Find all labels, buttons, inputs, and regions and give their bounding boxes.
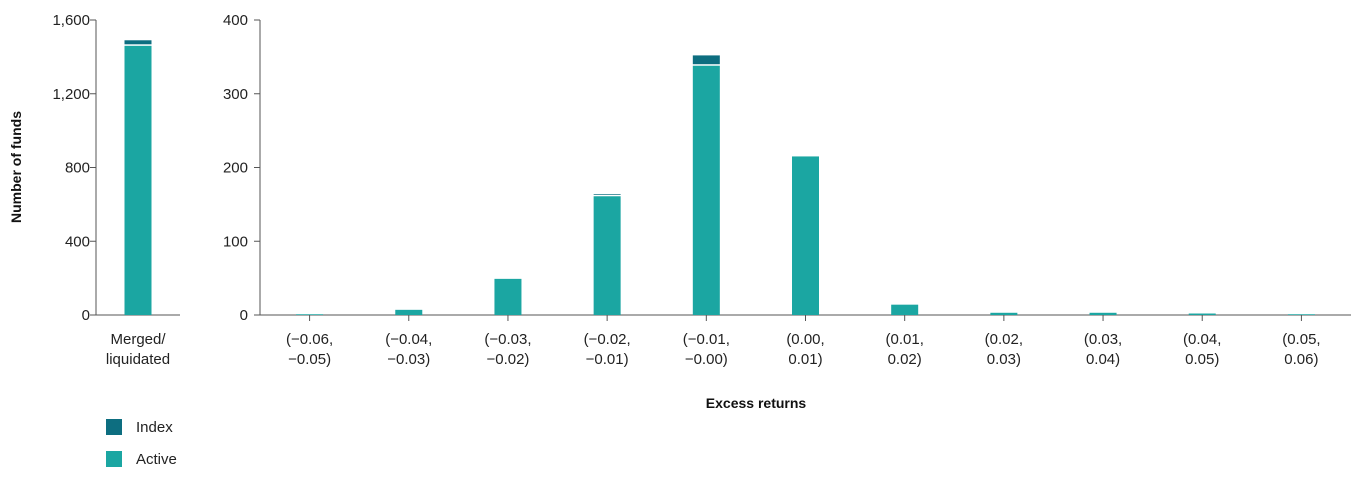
x-tick-label-line: (−0.02,: [584, 331, 631, 348]
x-tick-label-line: (0.05,: [1282, 331, 1320, 348]
chart-svg: 0 400 800 1,200 1,600 Merged/liquidated 0 100 2…: [8, 12, 1351, 410]
x-tick-label-line: (0.04,: [1183, 331, 1221, 348]
x-tick-label: (0.03, 0.04): [1084, 331, 1122, 368]
legend-swatch-active: [106, 451, 122, 467]
x-tick-label-line: (0.01,: [886, 331, 924, 348]
y-tick-label: 0: [240, 307, 248, 324]
bar-active: [1089, 312, 1117, 315]
x-tick-label: (0.04, 0.05): [1183, 331, 1221, 368]
x-axis-title: Excess returns: [706, 395, 807, 410]
x-tick-label: (0.05, 0.06): [1282, 331, 1320, 368]
y-axis-title: Number of funds: [8, 111, 24, 223]
x-tick-label-line: −0.05): [288, 351, 331, 368]
y-tick-label: 800: [65, 160, 90, 177]
bar-active: [891, 304, 919, 315]
y-tick-label: 200: [223, 160, 248, 177]
x-tick-label-line: (−0.04,: [385, 331, 432, 348]
legend-swatch-index: [106, 419, 122, 435]
bar-active: [1287, 314, 1315, 315]
bar-active: [593, 196, 621, 315]
y-tick-label: 0: [82, 307, 90, 324]
bar-active: [1188, 313, 1216, 315]
x-tick-label-line: Merged/: [110, 331, 166, 348]
x-tick-label-line: 0.03): [987, 351, 1021, 368]
x-tick-label-line: −0.03): [387, 351, 430, 368]
x-tick-label: (−0.04, −0.03): [385, 331, 432, 368]
x-tick-label-line: (−0.01,: [683, 331, 730, 348]
y-tick-label: 1,600: [52, 12, 90, 29]
legend-label-active: Active: [136, 450, 177, 468]
y-tick-label: 1,200: [52, 86, 90, 103]
x-tick-label-line: (0.03,: [1084, 331, 1122, 348]
bar-active: [395, 309, 423, 315]
legend-label-index: Index: [136, 418, 173, 436]
x-tick-label-line: −0.01): [586, 351, 629, 368]
x-tick-label-line: 0.06): [1284, 351, 1318, 368]
bar-active: [692, 65, 720, 315]
x-tick-label-line: 0.02): [888, 351, 922, 368]
x-tick-label: (−0.03, −0.02): [484, 331, 531, 368]
x-tick-label-line: 0.05): [1185, 351, 1219, 368]
x-tick-label-line: (0.02,: [985, 331, 1023, 348]
y-tick-label: 300: [223, 86, 248, 103]
bar-index: [593, 194, 621, 195]
x-tick-label: (0.01, 0.02): [886, 331, 924, 368]
x-tick-label-line: (0.00,: [786, 331, 824, 348]
bar-index: [124, 40, 152, 45]
bar-index: [692, 55, 720, 65]
bar-active: [990, 312, 1018, 315]
y-tick-label: 400: [223, 12, 248, 29]
x-tick-label-line: liquidated: [106, 351, 170, 368]
left-panel: 0 400 800 1,200 1,600 Merged/liquidated: [52, 12, 180, 368]
x-tick-label: (−0.06, −0.05): [286, 331, 333, 368]
bar-active: [296, 314, 324, 315]
x-tick-label: (−0.02, −0.01): [584, 331, 631, 368]
bar-active: [124, 45, 152, 315]
y-tick-label: 100: [223, 233, 248, 250]
bar-active: [494, 278, 522, 315]
legend: Index Active: [106, 418, 177, 482]
x-tick-label-line: −0.00): [685, 351, 728, 368]
x-tick-label: (0.02, 0.03): [985, 331, 1023, 368]
bar-active: [792, 156, 819, 315]
x-tick-label-line: 0.04): [1086, 351, 1120, 368]
x-tick-label: (0.00, 0.01): [786, 331, 824, 368]
y-tick-label: 400: [65, 233, 90, 250]
x-tick-label-line: (−0.06,: [286, 331, 333, 348]
x-tick-label-line: −0.02): [486, 351, 529, 368]
legend-item-active: Active: [106, 450, 177, 468]
x-tick-label: (−0.01, −0.00): [683, 331, 730, 368]
x-tick-label: Merged/liquidated: [106, 331, 170, 368]
x-tick-label-line: (−0.03,: [484, 331, 531, 348]
x-tick-label-line: 0.01): [788, 351, 822, 368]
legend-item-index: Index: [106, 418, 177, 436]
